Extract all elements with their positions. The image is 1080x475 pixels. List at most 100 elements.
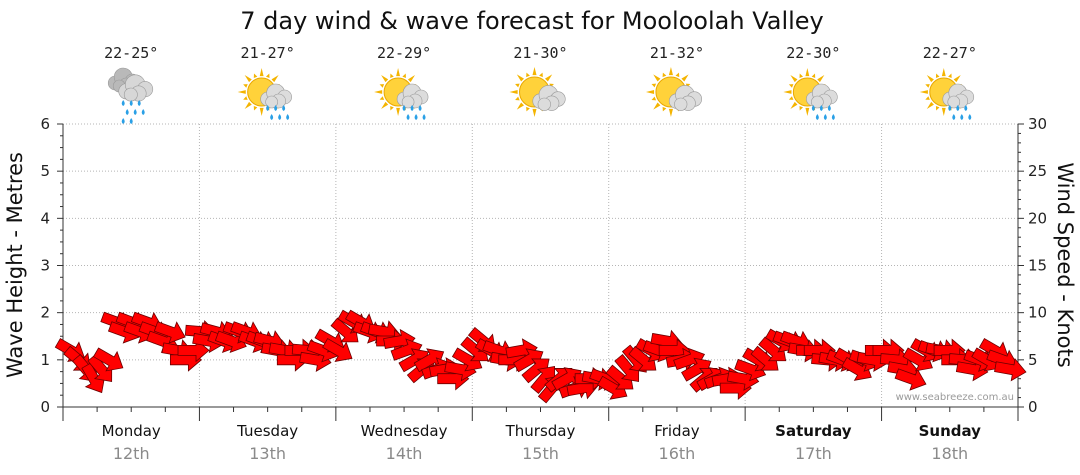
day-date-label: 13th (249, 444, 286, 463)
left-tick-label: 3 (40, 257, 50, 275)
sun-ray (526, 72, 530, 78)
cloud-puff (265, 95, 278, 109)
rain-drop (831, 114, 835, 120)
sun-ray (788, 96, 794, 100)
right-tick-label: 0 (1028, 398, 1038, 416)
sun-ray (675, 72, 680, 78)
sun-ray (935, 73, 940, 79)
rain-drop (141, 109, 145, 115)
cloud (942, 83, 975, 109)
left-tick-label: 6 (40, 115, 50, 133)
sun-ray (390, 105, 394, 111)
cloud (396, 83, 429, 109)
right-tick-label: 10 (1028, 304, 1047, 322)
cloud (260, 83, 292, 109)
rain-drop (960, 114, 964, 120)
sun-ray (645, 89, 655, 95)
sun-ray (926, 75, 934, 83)
rain-drop (270, 114, 274, 120)
sun-ray (668, 67, 673, 76)
rain-drop (278, 114, 282, 120)
sun-ray (919, 90, 928, 94)
wind-arrow (994, 358, 1027, 382)
sun-ray (396, 68, 400, 77)
sun-ray (381, 101, 389, 109)
rain-drop (286, 114, 290, 120)
sun-ray (243, 96, 248, 100)
sun-ray (681, 74, 689, 82)
sun-ray (941, 68, 946, 77)
wind-arrow (330, 317, 359, 343)
day-name-label: Saturday (775, 422, 852, 440)
sun-ray (516, 102, 525, 110)
sun-ray (402, 73, 406, 79)
left-tick-label: 0 (40, 398, 50, 416)
cloud-puff (811, 95, 824, 109)
temperature-labels: 22-25° 21-27° 22-29° 21-30° 21-32° 22-30° 22-2… (104, 44, 977, 62)
rain-cloud-icon (107, 67, 154, 124)
temperature-label: 22-29° (377, 44, 431, 62)
sun-ray (817, 75, 825, 83)
cloud-puff (401, 95, 415, 109)
sun-ray (953, 75, 961, 83)
day-date-label: 15th (522, 444, 559, 463)
left-tick-label: 1 (40, 351, 50, 369)
rain-drop (282, 105, 286, 111)
sun-ray (390, 73, 394, 79)
wind-arrow (322, 338, 353, 362)
wind-arrow (841, 356, 872, 381)
sun-ray (799, 105, 804, 111)
sun-ray (685, 83, 691, 88)
right-axis-label: Wind Speed - Knots (1053, 162, 1077, 367)
sun-ray (790, 101, 798, 109)
rain-drops (402, 105, 426, 120)
sun-ray (811, 73, 816, 79)
temperature-label: 22-25° (104, 44, 158, 62)
rain-drop (823, 114, 827, 120)
rain-drop (964, 105, 968, 111)
day-date-label: 17th (795, 444, 832, 463)
wind-arrow (597, 375, 628, 400)
day-name-label: Wednesday (361, 422, 448, 440)
sun-ray (805, 68, 810, 77)
sun-ray (532, 108, 537, 117)
rain-drop (406, 114, 410, 120)
sun-ray (948, 73, 952, 79)
sun-cloud-rain-icon (919, 68, 975, 120)
sun-ray (379, 84, 385, 88)
sun-ray (925, 84, 930, 88)
left-tick-label: 4 (40, 209, 50, 227)
sun-ray (668, 108, 673, 117)
sun-ray (788, 84, 794, 88)
right-tick-label: 20 (1028, 209, 1047, 227)
left-tick-label: 5 (40, 162, 50, 180)
sun-ray (271, 75, 279, 83)
sun-ray (407, 75, 416, 83)
axes (57, 123, 1024, 421)
left-axis-label: Wave Height - Metres (3, 152, 27, 378)
cloud-puff (537, 97, 551, 111)
rain-drop (266, 105, 270, 111)
rain-drop (410, 105, 414, 111)
rain-drops (948, 105, 972, 120)
sun-ray (532, 67, 537, 76)
sun-ray (935, 105, 940, 111)
day-name-label: Friday (654, 422, 700, 440)
day-name-label: Thursday (505, 422, 576, 440)
sun-cloud-icon (509, 67, 566, 117)
sun-ray (544, 74, 553, 82)
day-date-label: 18th (931, 444, 968, 463)
rain-drop (402, 105, 406, 111)
sun-ray (509, 89, 518, 95)
sun-ray (539, 72, 543, 78)
rain-drop (815, 114, 819, 120)
sun-ray (253, 105, 258, 111)
cloud (532, 85, 566, 111)
rain-drop (418, 105, 422, 111)
day-date-label: 12th (113, 444, 150, 463)
right-tick-label: 15 (1028, 257, 1047, 275)
temperature-label: 21-27° (241, 44, 295, 62)
sun-ray (926, 101, 934, 109)
sun-ray (662, 106, 667, 112)
